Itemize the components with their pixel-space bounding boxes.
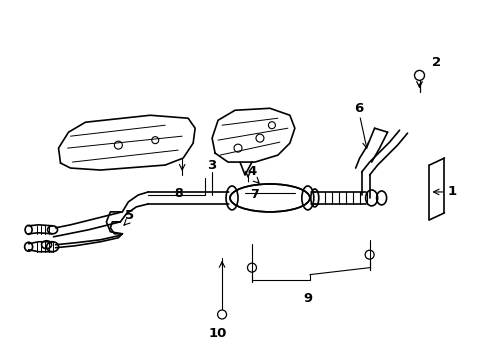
Text: 7: 7: [250, 188, 259, 201]
Text: 10: 10: [208, 328, 227, 341]
Text: 1: 1: [447, 185, 456, 198]
Text: 5: 5: [125, 210, 134, 222]
Text: 2: 2: [431, 56, 441, 69]
Text: 4: 4: [247, 165, 256, 178]
FancyBboxPatch shape: [229, 183, 309, 213]
Text: 3: 3: [207, 158, 216, 172]
Text: 8: 8: [174, 187, 182, 200]
Text: 9: 9: [303, 292, 312, 305]
Text: 6: 6: [353, 102, 362, 115]
